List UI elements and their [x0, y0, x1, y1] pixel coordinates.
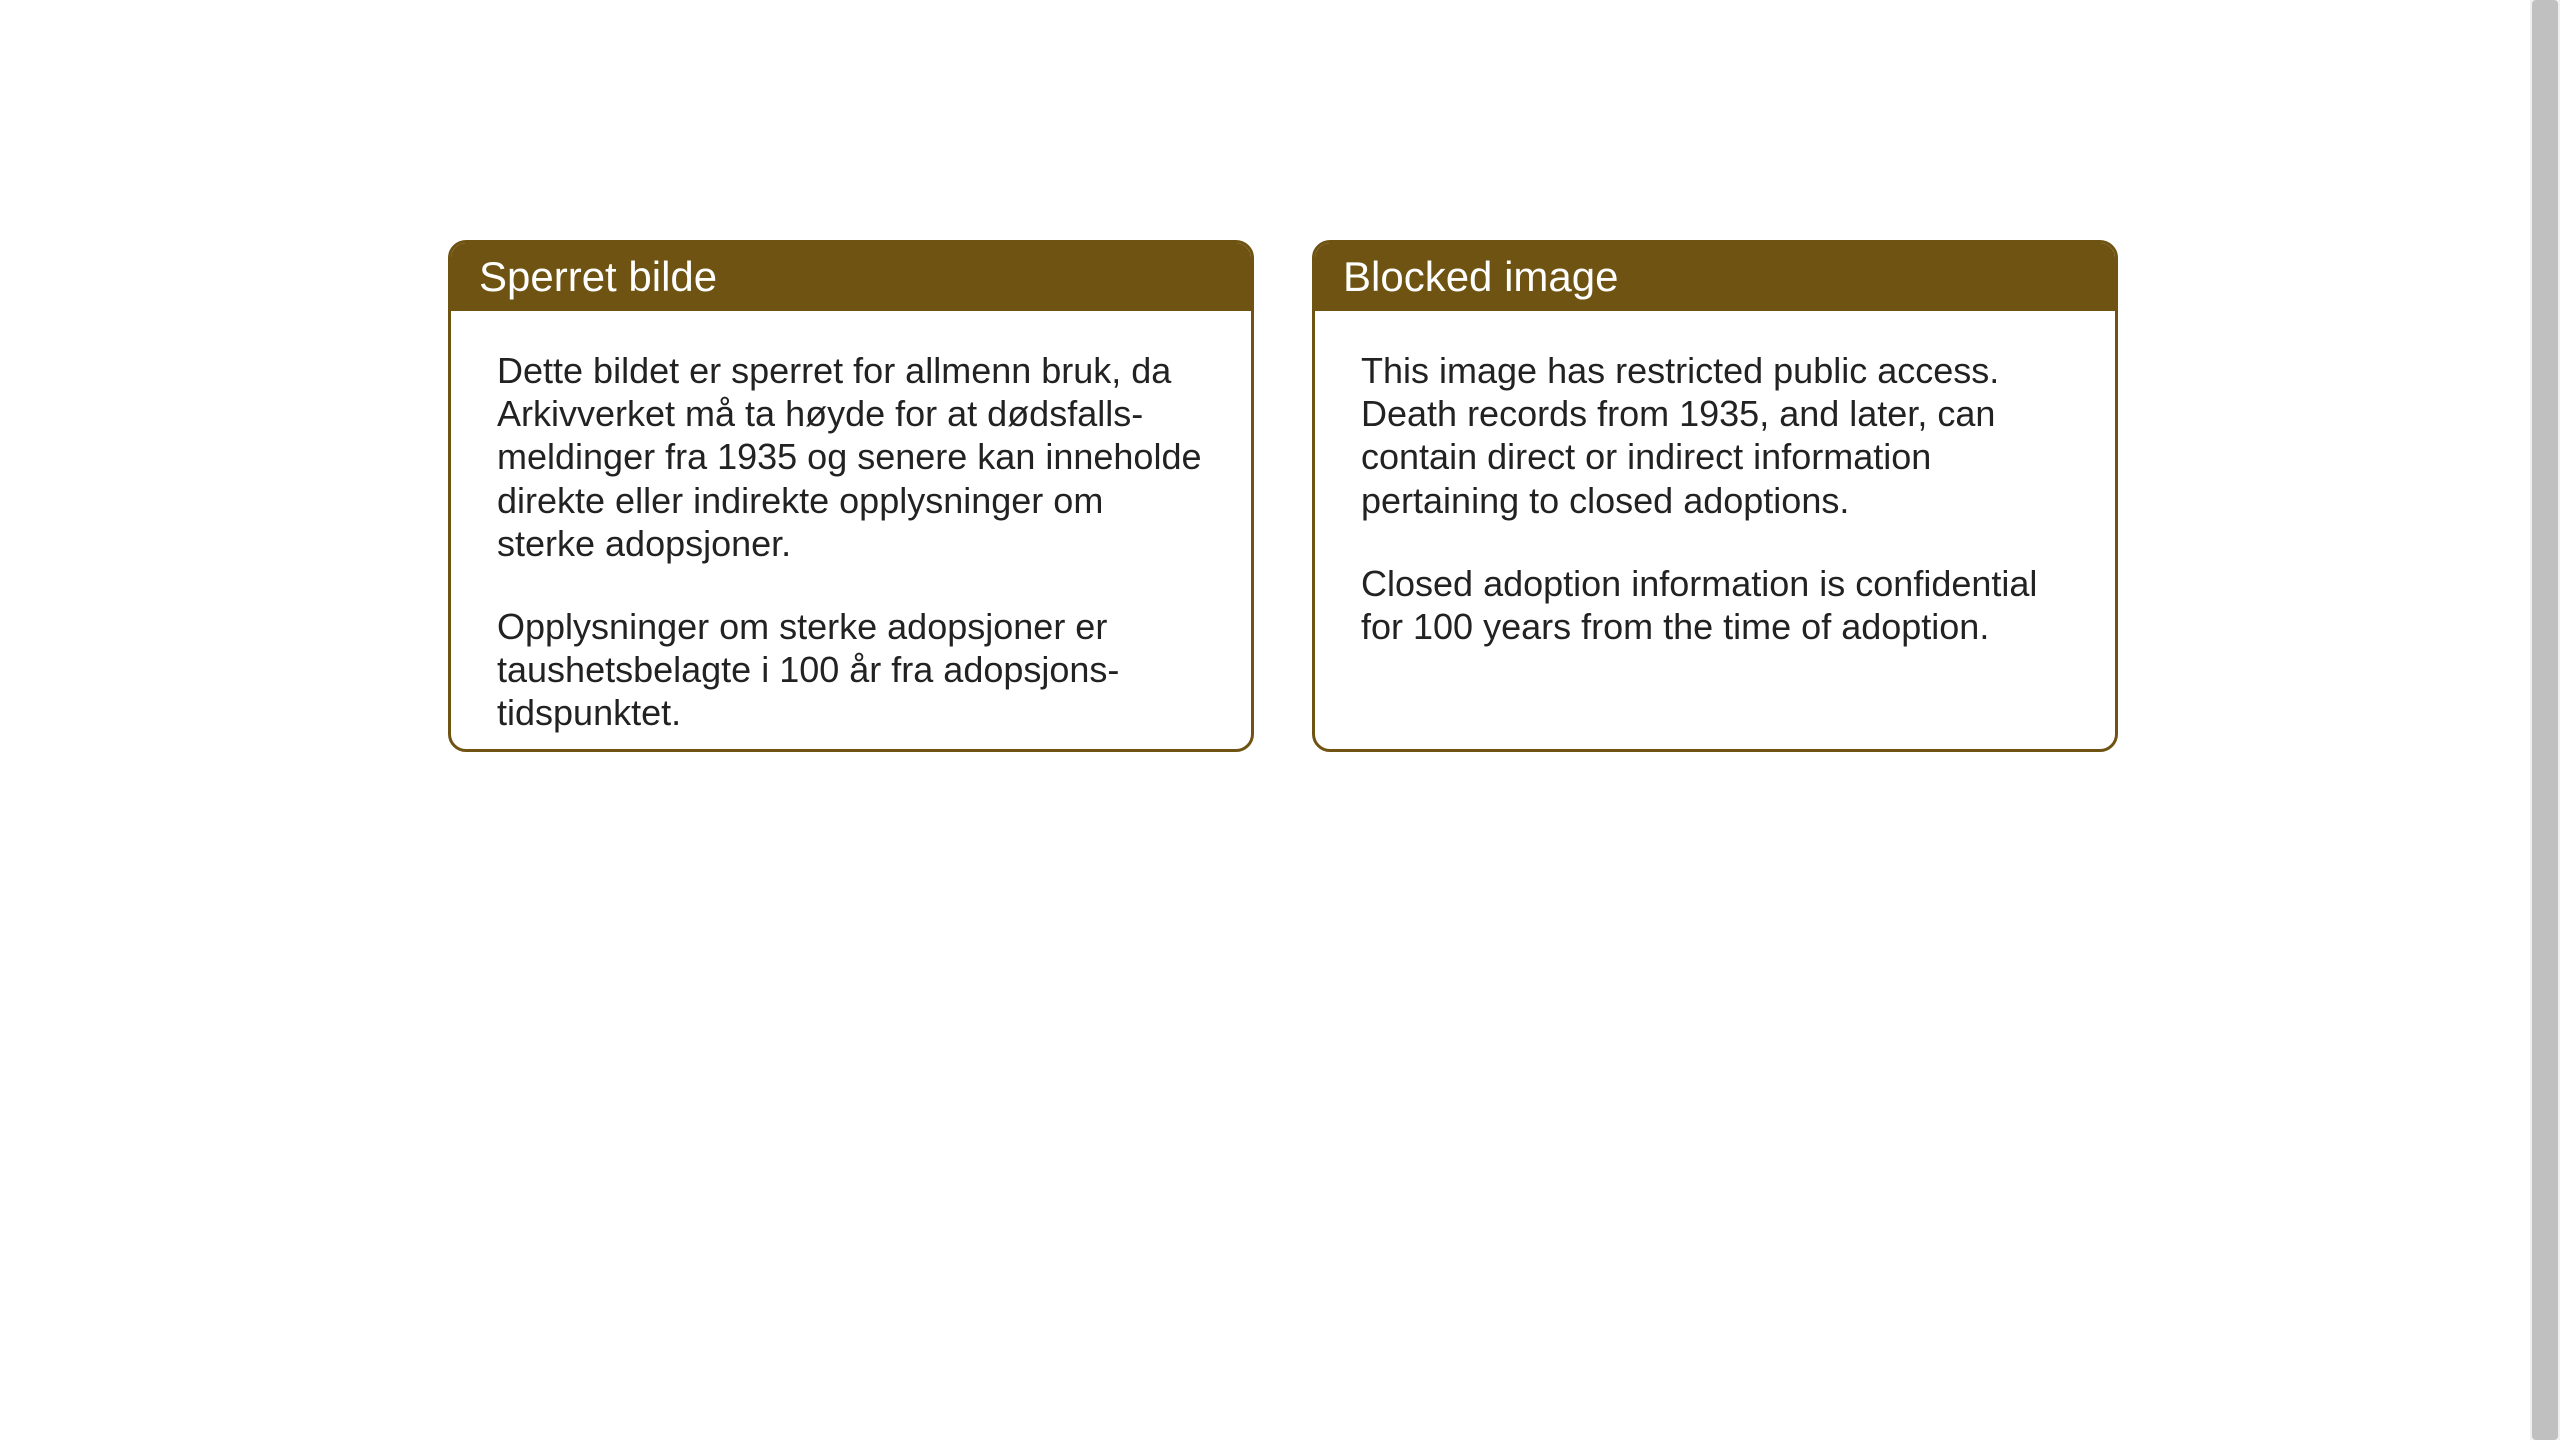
scrollbar-thumb[interactable]	[2532, 0, 2558, 1440]
notice-paragraph-2-norwegian: Opplysninger om sterke adopsjoner er tau…	[497, 605, 1205, 735]
scrollbar-track[interactable]	[2530, 0, 2560, 1440]
notices-container: Sperret bilde Dette bildet er sperret fo…	[0, 0, 2560, 752]
notice-title-norwegian: Sperret bilde	[479, 253, 717, 300]
notice-box-english: Blocked image This image has restricted …	[1312, 240, 2118, 752]
notice-box-norwegian: Sperret bilde Dette bildet er sperret fo…	[448, 240, 1254, 752]
notice-body-norwegian: Dette bildet er sperret for allmenn bruk…	[451, 311, 1251, 752]
notice-title-english: Blocked image	[1343, 253, 1618, 300]
notice-header-english: Blocked image	[1315, 243, 2115, 311]
notice-paragraph-2-english: Closed adoption information is confident…	[1361, 562, 2069, 648]
notice-header-norwegian: Sperret bilde	[451, 243, 1251, 311]
notice-paragraph-1-english: This image has restricted public access.…	[1361, 349, 2069, 522]
notice-paragraph-1-norwegian: Dette bildet er sperret for allmenn bruk…	[497, 349, 1205, 565]
notice-body-english: This image has restricted public access.…	[1315, 311, 2115, 686]
